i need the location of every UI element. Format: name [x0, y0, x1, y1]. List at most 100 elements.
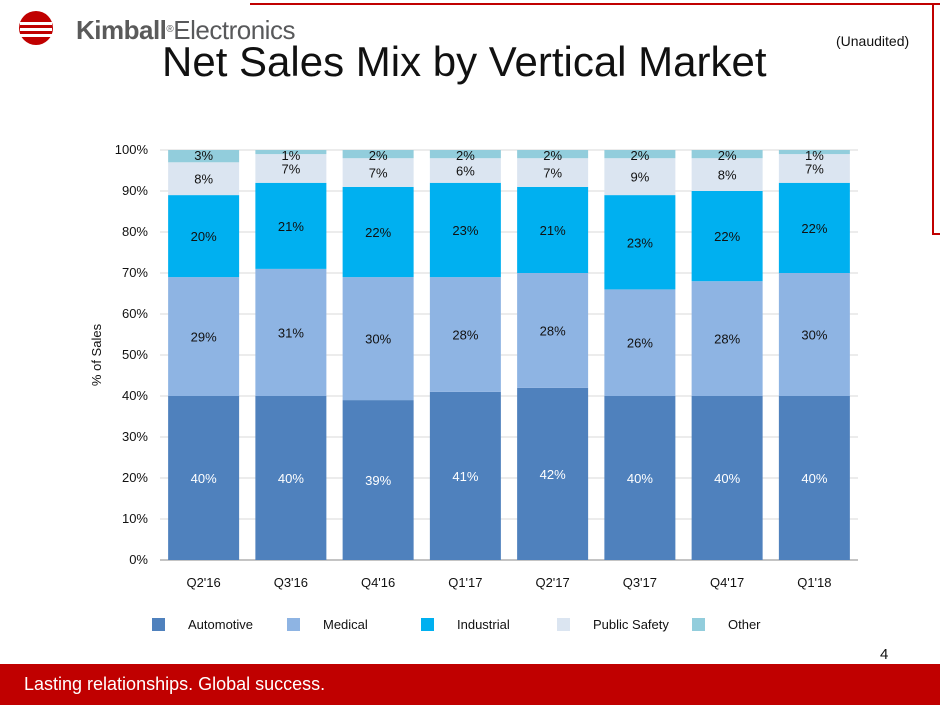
data-label: 2%	[543, 148, 562, 163]
data-label: 29%	[191, 330, 217, 345]
bar-segment-public-safety	[778, 154, 850, 183]
bar-segment-other	[517, 150, 589, 159]
bar-segment-public-safety	[429, 158, 501, 183]
y-tick-label: 60%	[122, 306, 148, 321]
data-label: 3%	[194, 148, 213, 163]
bar-segment-other	[255, 150, 327, 155]
y-tick-label: 20%	[122, 470, 148, 485]
bar-segment-public-safety	[168, 162, 240, 196]
logo-name-rest: Electronics	[173, 15, 295, 45]
bar-segment-industrial	[691, 191, 763, 282]
legend-label: Medical	[323, 617, 368, 632]
x-tick-label: Q4'17	[710, 575, 744, 590]
data-label: 20%	[191, 229, 217, 244]
logo-wordmark: Kimball®Electronics	[76, 16, 295, 44]
bar-segment-industrial	[778, 182, 850, 273]
bar-segment-automotive	[429, 391, 501, 560]
page-number: 4	[880, 646, 889, 663]
x-tick-label: Q3'17	[623, 575, 657, 590]
logo-trademark: ®	[166, 24, 174, 35]
data-label: 40%	[801, 471, 827, 486]
data-label: 22%	[365, 225, 391, 240]
page-title: Net Sales Mix by Vertical Market	[162, 38, 767, 85]
data-label: 31%	[278, 325, 304, 340]
data-label: 8%	[194, 172, 213, 187]
bar-segment-industrial	[429, 182, 501, 278]
logo-name-bold: Kimball	[76, 15, 167, 45]
data-label: 28%	[714, 332, 740, 347]
bar-segment-automotive	[778, 396, 850, 560]
bar-segment-other	[691, 150, 763, 159]
x-tick-label: Q2'17	[535, 575, 569, 590]
company-logo: Kimball®Electronics	[12, 8, 295, 48]
bar-segment-other	[429, 150, 501, 159]
bar-segment-industrial	[342, 186, 414, 278]
data-label: 2%	[456, 148, 475, 163]
bar-segment-public-safety	[342, 158, 414, 187]
y-axis-title: % of Sales	[89, 323, 104, 386]
legend-label: Public Safety	[593, 617, 669, 632]
bar-segment-automotive	[604, 396, 676, 560]
x-tick-label: Q1'18	[797, 575, 831, 590]
logo-mark-icon	[19, 11, 53, 45]
y-tick-label: 50%	[122, 347, 148, 362]
bar-segment-medical	[778, 273, 850, 396]
data-label: 22%	[714, 229, 740, 244]
data-label: 30%	[801, 328, 827, 343]
bar-segment-industrial	[168, 195, 240, 278]
y-tick-label: 30%	[122, 429, 148, 444]
data-label: 23%	[627, 235, 653, 250]
bar-segment-medical	[517, 273, 589, 388]
data-label: 1%	[805, 148, 824, 163]
data-label: 26%	[627, 336, 653, 351]
y-tick-label: 90%	[122, 183, 148, 198]
y-tick-label: 0%	[129, 552, 148, 567]
data-label: 23%	[452, 223, 478, 238]
legend-swatch	[152, 618, 165, 631]
bar-segment-automotive	[691, 396, 763, 560]
legend-swatch	[421, 618, 434, 631]
bar-segment-public-safety	[255, 154, 327, 183]
data-label: 7%	[369, 166, 388, 181]
bar-segment-industrial	[517, 186, 589, 273]
data-label: 40%	[191, 471, 217, 486]
bar-segment-industrial	[255, 182, 327, 269]
bar-segment-medical	[604, 289, 676, 396]
data-label: 2%	[718, 148, 737, 163]
y-tick-label: 40%	[122, 388, 148, 403]
bar-segment-medical	[342, 277, 414, 401]
data-label: 39%	[365, 473, 391, 488]
frame-hook-line	[932, 233, 940, 235]
data-label: 42%	[540, 467, 566, 482]
legend-label: Other	[728, 617, 761, 632]
data-label: 40%	[714, 471, 740, 486]
legend-label: Industrial	[457, 617, 510, 632]
frame-right-line	[932, 3, 934, 235]
data-label: 22%	[801, 221, 827, 236]
unaudited-note: (Unaudited)	[836, 33, 910, 49]
frame-top-line	[250, 3, 940, 5]
bar-segment-automotive	[342, 400, 414, 560]
bar-segment-automotive	[168, 396, 240, 560]
data-label: 7%	[543, 166, 562, 181]
x-tick-label: Q2'16	[186, 575, 220, 590]
bar-segment-public-safety	[604, 158, 676, 196]
bar-segment-medical	[255, 268, 327, 396]
x-tick-label: Q1'17	[448, 575, 482, 590]
data-label: 40%	[627, 471, 653, 486]
bar-segment-medical	[168, 277, 240, 396]
bar-segment-medical	[691, 281, 763, 396]
footer-tagline: Lasting relationships. Global success.	[24, 674, 326, 694]
data-label: 28%	[452, 328, 478, 343]
bar-segment-medical	[429, 277, 501, 392]
bar-segment-other	[778, 150, 850, 155]
legend-swatch	[557, 618, 570, 631]
bar-segment-automotive	[517, 387, 589, 560]
bar-segment-other	[604, 150, 676, 159]
data-label: 21%	[540, 223, 566, 238]
x-tick-label: Q3'16	[274, 575, 308, 590]
data-label: 40%	[278, 471, 304, 486]
x-tick-label: Q4'16	[361, 575, 395, 590]
data-label: 7%	[805, 161, 824, 176]
data-label: 1%	[281, 148, 300, 163]
